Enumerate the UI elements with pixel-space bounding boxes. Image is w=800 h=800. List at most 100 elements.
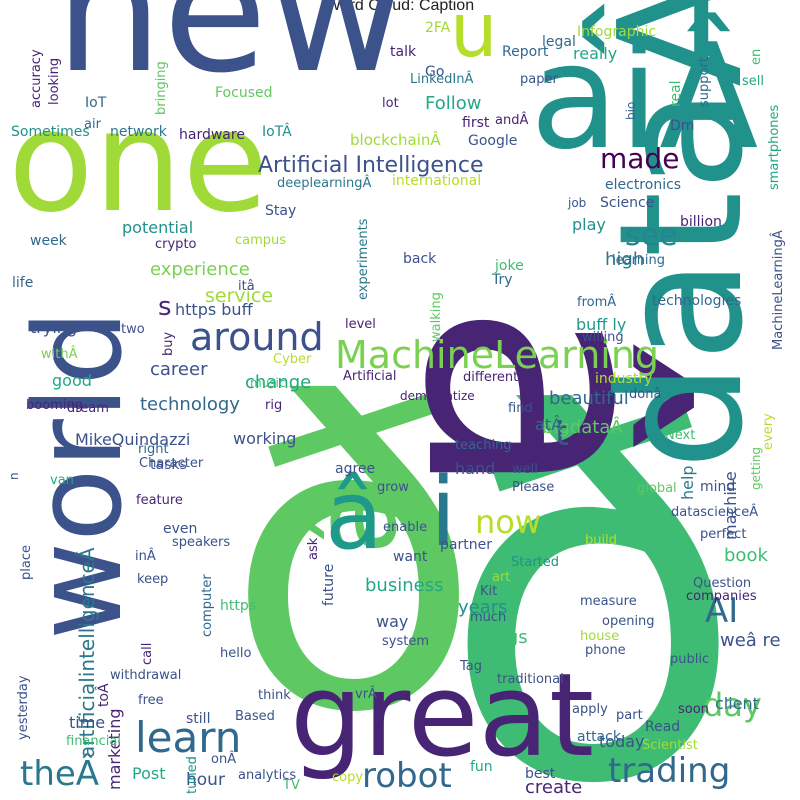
- word-88: paper: [520, 72, 558, 87]
- word-122: experiments: [356, 218, 371, 300]
- word-118: campus: [235, 233, 286, 248]
- word-3: new: [55, 0, 406, 111]
- word-11: i: [430, 458, 456, 568]
- word-160: ask: [306, 537, 321, 560]
- word-53: potential: [122, 218, 193, 237]
- word-131: music: [250, 376, 285, 390]
- word-65: Post: [132, 764, 165, 783]
- word-115: willing: [582, 330, 624, 345]
- word-48: client: [715, 694, 759, 713]
- word-45: years: [458, 597, 508, 618]
- word-187: apply: [572, 702, 608, 717]
- word-97: IoTÂ: [262, 122, 292, 140]
- word-84: sell: [742, 74, 764, 89]
- word-47: weâ re: [720, 630, 781, 651]
- word-128: withÂ: [41, 346, 78, 362]
- word-150: van: [50, 473, 74, 488]
- word-183: think: [258, 688, 291, 703]
- word-71: partner: [440, 537, 492, 553]
- word-110: job: [567, 196, 586, 210]
- word-1: ð: [225, 316, 482, 800]
- word-90: lot: [382, 96, 399, 111]
- word-137: dream: [67, 401, 109, 416]
- word-149: n: [7, 472, 21, 480]
- word-87: smartphones: [767, 104, 782, 190]
- word-190: Read: [645, 719, 680, 735]
- word-169: computer: [200, 574, 215, 637]
- word-176: system: [382, 634, 429, 649]
- word-180: yesterday: [16, 675, 31, 740]
- word-136: booming: [26, 398, 83, 413]
- word-46: things: [472, 627, 528, 648]
- word-123: walking: [429, 292, 444, 342]
- word-191: Scientist: [642, 738, 698, 753]
- word-142: teaching: [455, 438, 512, 453]
- word-80: Report: [502, 44, 549, 60]
- word-27: artificialintelligenceÂ: [75, 547, 99, 758]
- word-12: u: [450, 0, 498, 74]
- word-102: IoT: [85, 95, 107, 111]
- word-100: Sometimes: [11, 124, 90, 140]
- word-39: atÂ: [535, 415, 562, 434]
- word-170: https: [220, 598, 256, 614]
- word-179: public: [670, 652, 709, 667]
- word-129: Cyber: [273, 352, 312, 367]
- word-165: Kit: [480, 584, 497, 599]
- word-21: AI: [705, 591, 738, 631]
- word-50: create: [525, 777, 582, 798]
- word-182: free: [138, 693, 164, 708]
- word-29: service: [205, 285, 273, 307]
- word-112: MachineLearningÂ: [770, 230, 786, 350]
- word-103: accuracy: [29, 49, 44, 108]
- word-197: tuned: [185, 756, 200, 794]
- word-81: talk: [390, 44, 417, 60]
- word-51: high: [605, 249, 644, 270]
- word-68: tasks: [150, 457, 187, 473]
- word-63: time: [69, 713, 105, 732]
- word-92: andÂ: [495, 112, 528, 128]
- word-49: hour: [186, 770, 225, 790]
- word-134: donâ: [629, 387, 661, 402]
- word-188: soon: [678, 702, 709, 717]
- word-4: aiÂ: [530, 13, 758, 182]
- word-83: en: [749, 49, 764, 65]
- word-36: working: [233, 429, 296, 448]
- word-5: dataÂ: [582, 0, 781, 470]
- word-109: electronics: [605, 177, 681, 193]
- word-32: career: [150, 359, 208, 380]
- word-30: https buff: [175, 300, 254, 319]
- word-85: real: [668, 80, 684, 107]
- word-153: datascienceÂ: [671, 504, 758, 520]
- word-113: technologies: [652, 293, 741, 309]
- word-106: Focused: [215, 85, 272, 101]
- word-163: future: [321, 564, 337, 606]
- word-173: opening: [602, 614, 655, 629]
- word-145: agree: [335, 461, 375, 477]
- word-40: hand: [455, 459, 495, 478]
- word-119: crypto: [155, 237, 197, 252]
- word-108: international: [392, 173, 481, 189]
- word-22: made: [600, 142, 679, 175]
- word-125: joke: [494, 258, 524, 274]
- word-156: enable: [383, 520, 427, 535]
- word-177: hello: [220, 646, 251, 661]
- word-7: world: [10, 310, 149, 640]
- word-77: Go: [425, 64, 444, 80]
- word-76: toÂ: [94, 683, 112, 707]
- word-101: air: [84, 117, 102, 132]
- word-54: trying: [30, 318, 77, 337]
- word-38: bigdataÂ: [542, 416, 623, 438]
- word-58: Stay: [265, 203, 296, 219]
- word-28: experience: [150, 259, 250, 280]
- word-95: blockchainÂ: [350, 130, 441, 149]
- word-151: feature: [136, 493, 183, 508]
- word-67: attack: [577, 729, 622, 745]
- word-56: Follow: [425, 93, 481, 114]
- word-23: see: [625, 218, 678, 253]
- word-43: book: [724, 545, 768, 566]
- word-17: robot: [362, 756, 452, 796]
- word-93: bio: [624, 102, 638, 120]
- word-89: LinkedInÂ: [410, 71, 473, 87]
- word-138: rig: [265, 398, 282, 413]
